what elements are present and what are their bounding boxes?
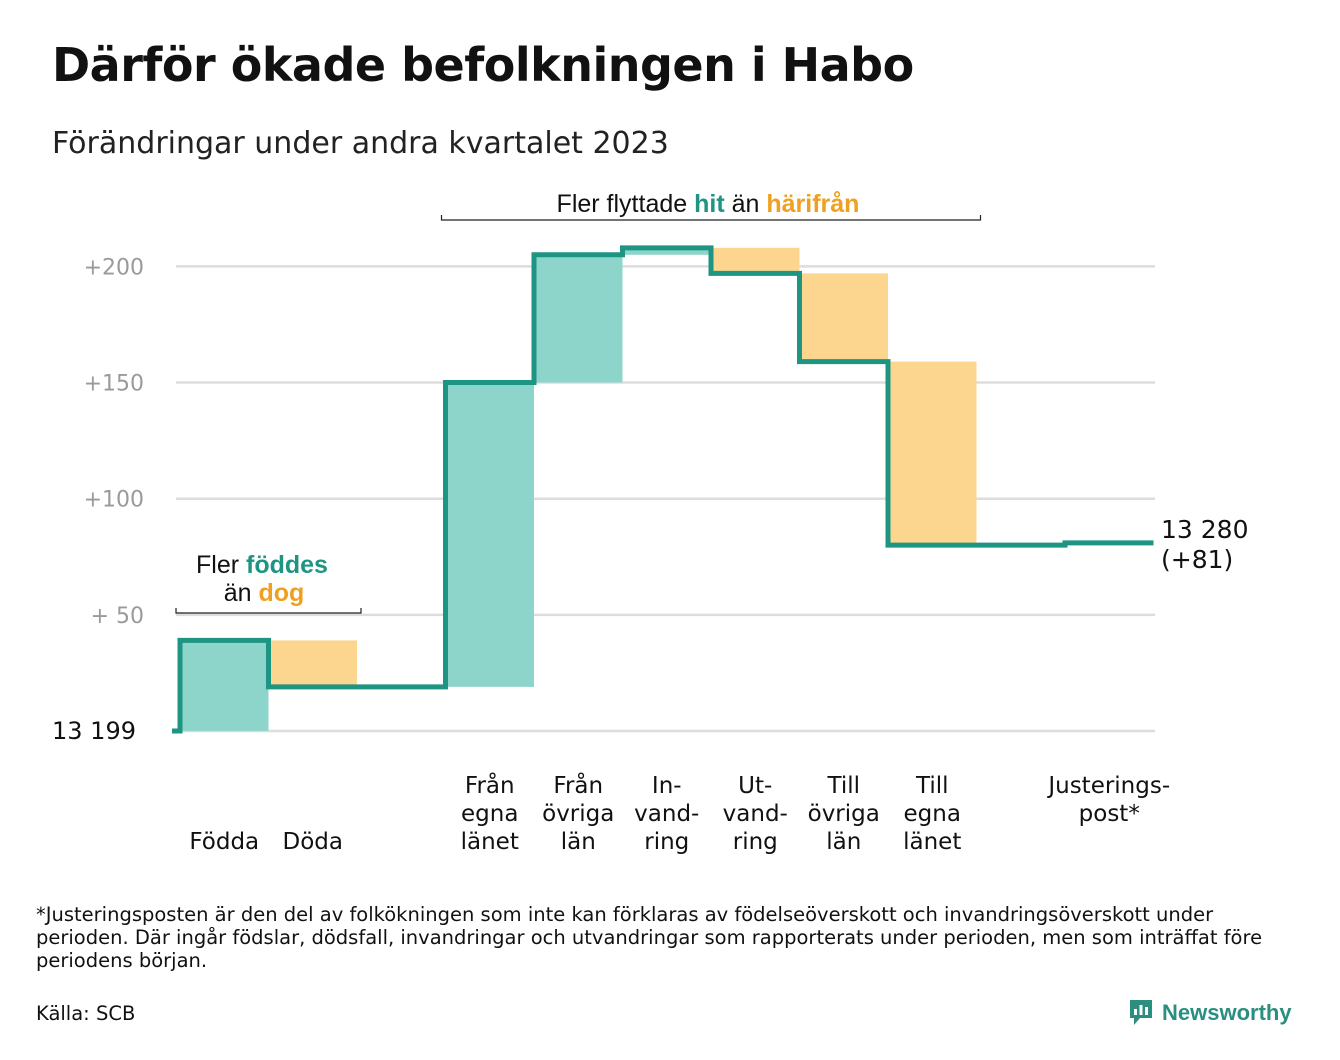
annotation-births-line2: än dog: [224, 579, 305, 607]
category-label: övriga: [808, 801, 880, 827]
category-label: Från: [465, 771, 515, 799]
annotation-migration: Fler flyttade hit än härifrån: [557, 190, 860, 218]
chart-subtitle: Förändringar under andra kvartalet 2023: [52, 126, 669, 161]
category-label: ring: [733, 829, 778, 855]
end-value-label: 13 280: [1161, 515, 1248, 544]
brand-name: Newsworthy: [1162, 1000, 1292, 1025]
category-label: ring: [644, 829, 689, 855]
category-label: länet: [461, 829, 519, 855]
footnote: *Justeringsposten är den del av folkökni…: [36, 903, 1263, 972]
waterfall-bar: [268, 640, 357, 687]
source-note: Källa: SCB: [36, 1002, 136, 1025]
category-label: Till: [915, 773, 949, 799]
category-label: län: [561, 829, 596, 855]
waterfall-bar: [445, 382, 534, 687]
category-label: länet: [903, 829, 961, 855]
waterfall-bar: [888, 361, 977, 546]
category-label: egna: [461, 801, 518, 827]
waterfall-bar: [534, 254, 623, 383]
annotation-bracket: [440, 215, 982, 221]
waterfall-bar: [622, 247, 711, 255]
category-label: vand-: [723, 801, 788, 827]
category-label: Från: [553, 771, 603, 799]
category-label: Till: [826, 773, 860, 799]
category-label: övriga: [542, 801, 614, 827]
newsworthy-logo-icon: [1130, 1000, 1152, 1025]
chart-title: Därför ökade befolkningen i Habo: [52, 38, 914, 92]
annotation-bracket: [175, 608, 362, 614]
category-label: Ut-: [738, 773, 772, 799]
category-label: egna: [904, 801, 961, 827]
y-tick-label: +200: [84, 255, 144, 280]
cumulative-step-line: [172, 245, 1154, 734]
y-tick-label: +100: [84, 488, 144, 513]
category-label: Döda: [283, 829, 343, 855]
category-label: post*: [1079, 801, 1140, 827]
end-value-label: (+81): [1161, 545, 1233, 574]
brand[interactable]: Newsworthy: [1128, 998, 1292, 1028]
category-label: län: [826, 829, 861, 855]
waterfall-bar: [180, 640, 269, 731]
category-label: Justerings-: [1046, 773, 1170, 799]
waterfall-bar: [711, 247, 800, 274]
waterfall-bar: [799, 273, 888, 362]
y-tick-label: +150: [84, 372, 144, 397]
category-label: vand-: [634, 801, 699, 827]
y-tick-label: + 50: [91, 604, 144, 629]
start-value-label: 13 199: [52, 717, 136, 745]
annotation-births: Fler föddes: [196, 551, 328, 579]
category-label: Födda: [189, 829, 259, 855]
category-label: In-: [652, 773, 682, 799]
